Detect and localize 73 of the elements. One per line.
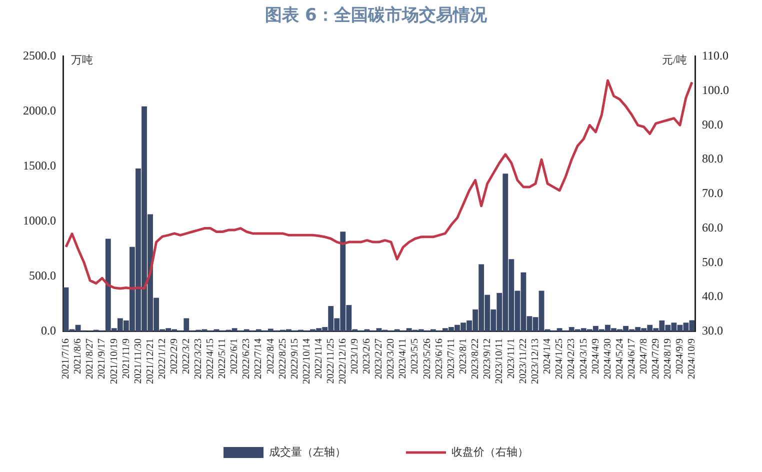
x-tick-label: 2023/7/11 [446, 338, 457, 379]
y-tick-label: 2000.0 [23, 104, 56, 118]
x-tick-label: 2023/12/13 [530, 338, 542, 384]
x-tick-label: 2024/5/24 [614, 338, 626, 380]
x-tick-label: 2023/11/1 [506, 338, 518, 379]
x-tick-label: 2023/6/16 [434, 338, 445, 380]
x-tick-label: 2022/9/15 [289, 338, 300, 380]
x-tick-label: 2023/10/11 [494, 338, 506, 384]
x-tick-label: 2023/8/1 [458, 338, 469, 374]
x-tick-label: 2022/2/9 [168, 338, 180, 374]
legend-label: 成交量（左轴） [269, 445, 346, 458]
x-tick-label: 2023/4/11 [398, 338, 409, 379]
x-tick-label: 2024/7/8 [638, 338, 650, 374]
x-tick-label: 2023/2/6 [362, 338, 373, 374]
x-tick-label: 2024/8/19 [662, 338, 674, 380]
x-tick-label: 2023/5/26 [422, 338, 433, 380]
y2-axis-title: 元/吨 [662, 53, 687, 66]
x-tick-label: 2023/11/22 [518, 338, 530, 384]
x-tick-label: 2022/11/25 [325, 338, 336, 384]
x-tick-label: 2022/12/16 [338, 338, 349, 384]
y2-tick-label: 80.0 [702, 152, 723, 166]
x-tick-label: 2024/6/17 [626, 338, 638, 380]
y2-tick-label: 70.0 [702, 186, 723, 200]
x-tick-label: 2022/7/14 [253, 338, 264, 380]
x-tick-label: 2023/9/12 [482, 338, 493, 380]
x-tick-label: 2024/10/9 [686, 338, 698, 380]
x-tick-label: 2024/3/15 [578, 338, 590, 380]
y-tick-label: 1000.0 [23, 214, 56, 228]
y-tick-label: 500.0 [29, 268, 56, 283]
x-tick-label: 2021/8/27 [84, 338, 96, 380]
x-tick-label: 2024/4/9 [590, 338, 602, 374]
y2-tick-label: 40.0 [702, 289, 723, 304]
x-tick-label: 2023/5/5 [410, 338, 421, 374]
x-tick-label: 2024/4/30 [602, 338, 614, 380]
x-tick-label: 2021/11/9 [120, 338, 132, 379]
x-tick-label: 2021/12/21 [144, 338, 156, 384]
x-tick-label: 2023/8/22 [470, 338, 481, 380]
x-tick-label: 2024/1/4 [542, 338, 554, 374]
x-tick-label: 2023/1/9 [350, 338, 361, 374]
x-tick-label: 2022/6/1 [229, 338, 240, 374]
x-tick-label: 2022/3/23 [193, 338, 204, 380]
x-tick-label: 2021/8/6 [72, 338, 84, 374]
x-tick-label: 2024/9/9 [674, 338, 686, 374]
y2-tick-label: 110.0 [702, 48, 729, 63]
y2-tick-label: 60.0 [702, 220, 723, 234]
x-tick-label: 2022/5/11 [217, 338, 228, 379]
x-tick-label: 2021/7/16 [60, 338, 72, 380]
legend-label: 收盘价（右轴） [452, 445, 528, 458]
y2-tick-label: 90.0 [702, 117, 723, 132]
x-tick-label: 2021/11/30 [132, 338, 144, 384]
x-tick-label: 2024/2/23 [566, 338, 578, 380]
x-tick-label: 2024/1/25 [554, 338, 566, 380]
y2-tick-label: 100.0 [702, 82, 729, 97]
x-tick-label: 2022/8/4 [265, 338, 276, 374]
y-tick-label: 0.0 [41, 324, 56, 338]
x-tick-label: 2021/9/17 [96, 338, 108, 380]
x-tick-label: 2023/3/20 [386, 338, 397, 380]
x-tick-label: 2022/8/25 [277, 338, 288, 380]
x-tick-label: 2023/2/27 [374, 338, 385, 380]
x-tick-label: 2022/10/14 [301, 338, 312, 384]
x-tick-label: 2022/4/15 [205, 338, 216, 380]
y-tick-label: 2500.0 [23, 48, 56, 63]
y-axis-title: 万吨 [71, 53, 93, 66]
y2-tick-label: 50.0 [702, 254, 723, 269]
chart-title: 图表 6：全国碳市场交易情况 [265, 6, 488, 26]
x-tick-label: 2022/6/23 [241, 338, 252, 380]
y-tick-label: 1500.0 [23, 158, 56, 173]
y2-tick-label: 30.0 [702, 324, 723, 338]
x-tick-label: 2024/7/29 [650, 338, 662, 380]
x-tick-label: 2022/1/12 [156, 338, 168, 380]
x-tick-label: 2021/10/19 [108, 338, 120, 384]
x-tick-label: 2022/3/2 [181, 338, 192, 374]
x-tick-label: 2022/11/4 [313, 338, 324, 379]
